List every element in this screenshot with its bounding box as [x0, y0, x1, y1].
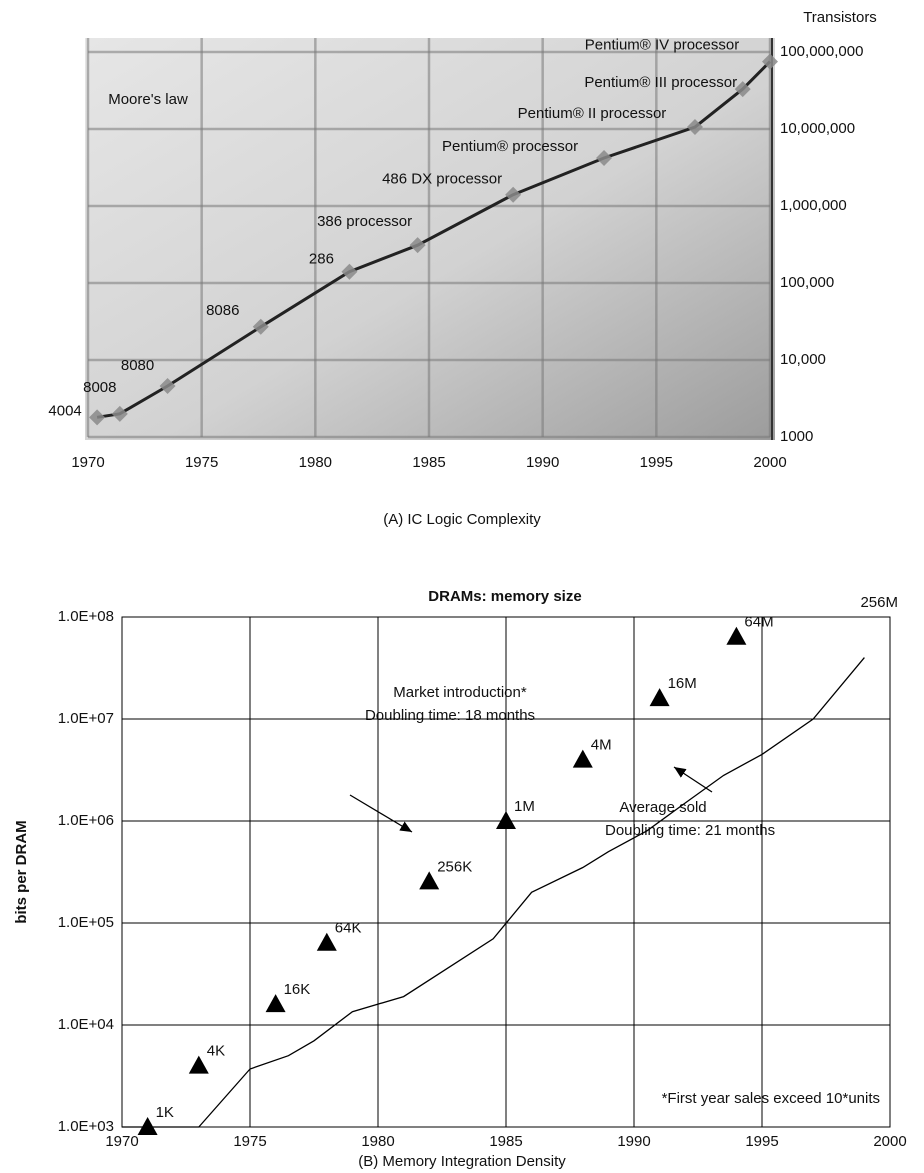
y-tick-label: 1.0E+03 — [58, 1118, 114, 1135]
data-label: 64K — [335, 920, 362, 937]
data-label: 256K — [437, 858, 472, 875]
data-label: 1K — [156, 1104, 174, 1121]
y-tick-label: 100,000 — [780, 274, 834, 291]
data-point — [409, 237, 426, 254]
x-tick-label: 1985 — [412, 454, 445, 471]
triangle-marker — [649, 688, 670, 707]
chart-title: DRAMs: memory size — [428, 588, 581, 605]
caption: (A) IC Logic Complexity — [383, 511, 541, 528]
annotation: *First year sales exceed 10*units — [662, 1090, 880, 1107]
point-label: 486 DX processor — [382, 171, 502, 188]
data-label: 64M — [744, 614, 773, 631]
x-tick-label: 1970 — [105, 1133, 138, 1150]
x-tick-label: 1995 — [745, 1133, 778, 1150]
data-label: 16M — [668, 675, 697, 692]
triangle-marker — [137, 1117, 158, 1135]
x-tick-label: 1985 — [489, 1133, 522, 1150]
annotation: Doubling time: 18 months — [365, 707, 535, 724]
triangle-marker — [496, 811, 516, 829]
data-label: 4K — [207, 1043, 225, 1060]
y-tick-label: 10,000,000 — [780, 120, 855, 137]
x-tick-label: 1980 — [299, 454, 332, 471]
y-tick-label: 1000 — [780, 428, 813, 445]
point-label: 286 — [309, 251, 334, 268]
y-tick-label: 10,000 — [780, 351, 826, 368]
x-tick-label: 1975 — [233, 1133, 266, 1150]
y-axis-label: bits per DRAM — [13, 820, 30, 923]
y-axis-label: Transistors — [803, 9, 877, 26]
point-label: Pentium® processor — [442, 138, 578, 155]
data-point — [341, 263, 358, 280]
annotation: Doubling time: 21 months — [605, 822, 775, 839]
point-label: Pentium® II processor — [518, 105, 667, 122]
y-tick-label: 100,000,000 — [780, 43, 863, 60]
caption: (B) Memory Integration Density — [358, 1153, 566, 1170]
x-tick-label: 1990 — [617, 1133, 650, 1150]
data-point — [734, 81, 751, 98]
data-point — [159, 377, 176, 394]
point-label: 8008 — [83, 379, 116, 396]
data-label: 4M — [591, 737, 612, 754]
data-label: 16K — [284, 981, 311, 998]
point-label: Pentium® IV processor — [585, 37, 739, 54]
point-label: 8080 — [121, 357, 154, 374]
annotation: Average sold — [619, 799, 706, 816]
data-point — [89, 409, 106, 426]
y-tick-label: 1.0E+07 — [58, 710, 114, 727]
y-tick-label: 1.0E+04 — [58, 1016, 114, 1033]
data-label: 1M — [514, 798, 535, 815]
data-point — [762, 53, 778, 70]
x-tick-label: 1970 — [71, 454, 104, 471]
point-label: 386 processor — [317, 213, 412, 230]
triangle-marker — [188, 1055, 209, 1074]
annotation: Market introduction* — [393, 684, 527, 701]
data-point — [252, 318, 269, 335]
data-point — [686, 119, 703, 136]
y-tick-label: 1.0E+08 — [58, 608, 114, 625]
x-tick-label: 1990 — [526, 454, 559, 471]
data-point — [596, 150, 613, 167]
arrow — [349, 794, 413, 833]
annotation: 256M — [860, 594, 898, 611]
point-label: 4004 — [48, 402, 81, 419]
annotation: Moore's law — [108, 91, 188, 108]
data-point — [111, 405, 128, 422]
y-tick-label: 1.0E+06 — [58, 812, 114, 829]
x-tick-label: 2000 — [753, 454, 786, 471]
triangle-marker — [265, 994, 286, 1013]
triangle-marker — [316, 932, 337, 951]
x-tick-label: 2000 — [873, 1133, 906, 1150]
x-tick-label: 1995 — [640, 454, 673, 471]
y-tick-label: 1.0E+05 — [58, 914, 114, 931]
point-label: 8086 — [206, 302, 239, 319]
y-tick-label: 1,000,000 — [780, 197, 847, 214]
triangle-marker — [419, 871, 440, 890]
triangle-marker — [572, 749, 593, 768]
data-line — [122, 657, 865, 1128]
plot-frame — [121, 616, 891, 1128]
x-tick-label: 1975 — [185, 454, 218, 471]
data-point — [505, 186, 522, 203]
triangle-marker — [726, 626, 747, 645]
point-label: Pentium® III processor — [584, 74, 737, 91]
x-tick-label: 1980 — [361, 1133, 394, 1150]
